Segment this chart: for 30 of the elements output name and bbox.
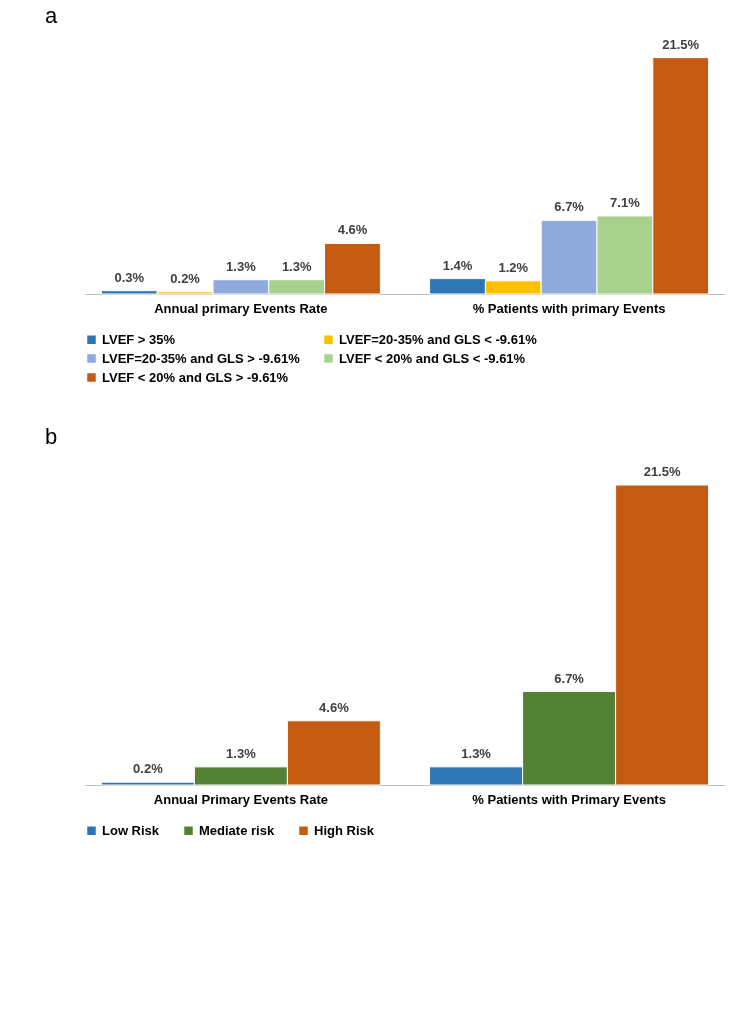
- data-label: 0.2%: [170, 270, 201, 286]
- data-label: 1.3%: [226, 258, 257, 274]
- legend-label: LVEF=20-35% and GLS > -9.61%: [102, 350, 301, 366]
- data-label: 0.3%: [114, 269, 145, 285]
- data-label: 1.3%: [461, 745, 492, 761]
- data-label: 21.5%: [643, 464, 681, 479]
- legend-label: Mediate risk: [199, 822, 275, 838]
- chart-title: b: [45, 424, 58, 449]
- data-label: 6.7%: [554, 199, 585, 215]
- data-label: 7.1%: [610, 194, 641, 210]
- legend-label: LVEF > 35%: [102, 331, 176, 347]
- legend-label: High Risk: [314, 822, 375, 838]
- legend-label: Low Risk: [102, 822, 160, 838]
- legend-label: LVEF=20-35% and GLS < -9.61%: [339, 331, 538, 347]
- data-label: 21.5%: [662, 36, 700, 52]
- data-label: 6.7%: [554, 670, 585, 686]
- x-tick-label: Annual primary Events Rate: [154, 300, 328, 316]
- data-label: 1.3%: [226, 745, 257, 761]
- data-label: 0.2%: [133, 761, 164, 777]
- x-tick-label: Annual Primary Events Rate: [153, 791, 328, 807]
- data-label: 4.6%: [319, 699, 350, 715]
- legend-label: LVEF < 20% and GLS > -9.61%: [102, 369, 289, 385]
- data-label: 1.2%: [498, 259, 529, 275]
- data-label: 1.4%: [442, 257, 473, 273]
- data-label: 1.3%: [281, 258, 312, 274]
- chart-title: a: [45, 3, 58, 28]
- data-label: 4.6%: [337, 222, 368, 238]
- legend-label: LVEF < 20% and GLS < -9.61%: [339, 350, 526, 366]
- x-tick-label: % Patients with Primary Events: [472, 791, 666, 807]
- x-tick-label: % Patients with primary Events: [472, 300, 666, 316]
